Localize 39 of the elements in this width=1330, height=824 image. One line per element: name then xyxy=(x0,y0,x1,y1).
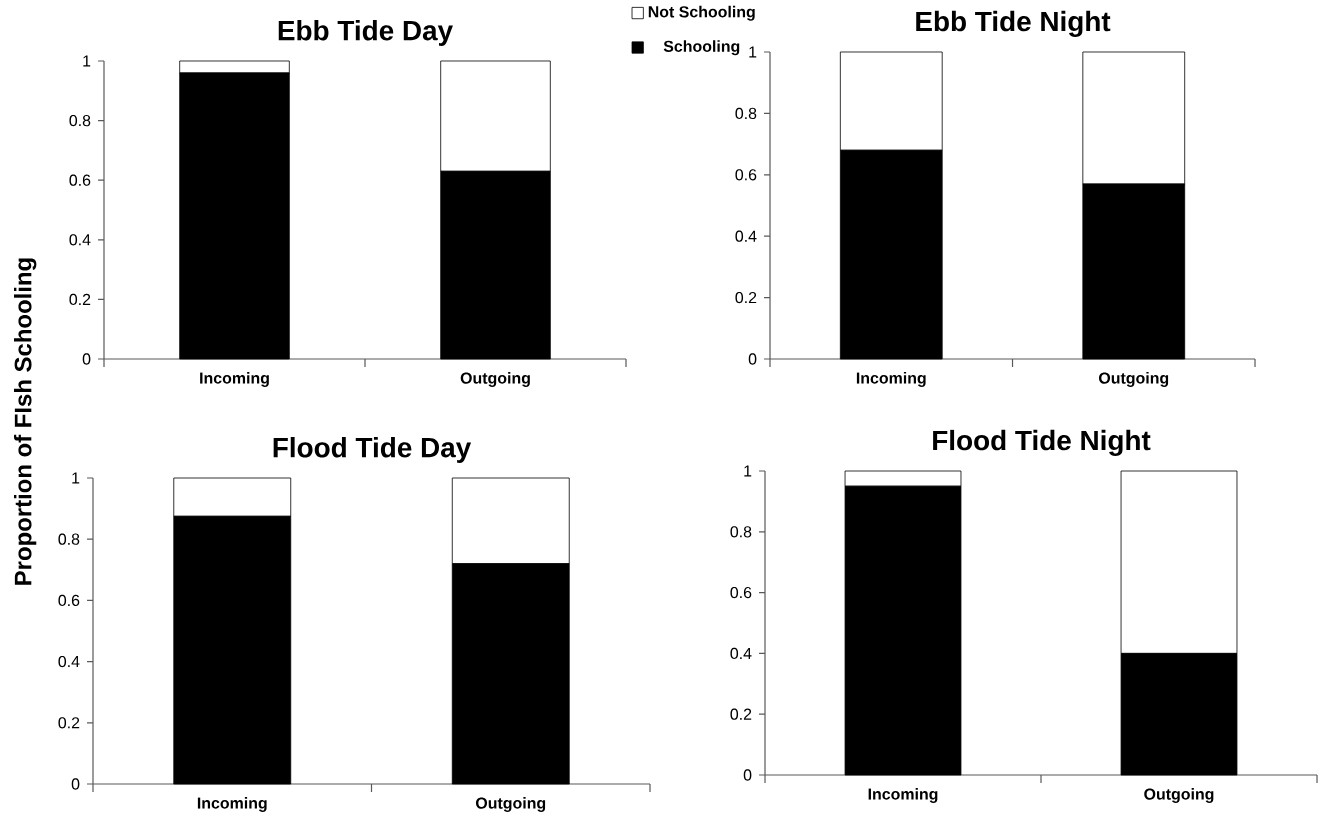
chart-title: Flood Tide Day xyxy=(273,436,472,463)
x-tick-label: Incoming xyxy=(200,372,269,387)
y-tick-label: 0.2 xyxy=(69,293,91,306)
y-tick-label: 0.6 xyxy=(730,586,752,599)
y-tick-label: 0.2 xyxy=(735,291,757,304)
y-tick-label: 0.6 xyxy=(735,169,757,181)
chart-title: Flood Tide Night xyxy=(933,429,1151,456)
y-tick-label: 0.8 xyxy=(69,114,91,127)
y-tick-label: 0.2 xyxy=(58,717,80,729)
x-tick-label: Incoming xyxy=(856,372,926,387)
y-axis-title: Proportion of FIsh Schooling xyxy=(13,258,37,585)
y-tick-label: 1 xyxy=(83,55,91,67)
y-tick-label: 0.4 xyxy=(730,647,752,660)
chart-title: Ebb Tide Night xyxy=(916,10,1111,37)
y-tick-label: 0.2 xyxy=(730,708,752,720)
y-tick-label: 0.6 xyxy=(69,174,91,186)
y-tick-label: 1 xyxy=(72,472,80,484)
y-tick-label: 0.8 xyxy=(730,526,752,538)
y-tick-label: 0.4 xyxy=(69,234,91,246)
y-tick-label: 0.4 xyxy=(735,230,757,242)
y-tick-label: 0 xyxy=(748,353,757,365)
chart-title: Ebb Tide Day xyxy=(278,19,453,46)
x-tick-label: Outgoing xyxy=(460,372,530,387)
y-tick-label: 0.8 xyxy=(58,533,80,545)
legend-label: Not Schooling xyxy=(648,5,755,21)
x-tick-label: Outgoing xyxy=(476,797,546,812)
x-tick-label: Outgoing xyxy=(1144,788,1214,803)
y-tick-label: 0.8 xyxy=(735,107,757,120)
x-tick-label: Incoming xyxy=(868,788,938,803)
y-tick-label: 1 xyxy=(744,465,752,477)
y-tick-label: 0 xyxy=(743,769,752,781)
x-tick-label: Incoming xyxy=(197,797,267,812)
x-tick-label: Outgoing xyxy=(1099,372,1169,387)
y-tick-label: 0 xyxy=(71,778,80,790)
y-tick-label: 0.6 xyxy=(58,594,80,607)
legend-label: Schooling xyxy=(663,40,740,56)
y-tick-label: 0 xyxy=(82,353,91,365)
y-tick-label: 1 xyxy=(749,46,757,58)
y-tick-label: 0.4 xyxy=(58,655,80,668)
